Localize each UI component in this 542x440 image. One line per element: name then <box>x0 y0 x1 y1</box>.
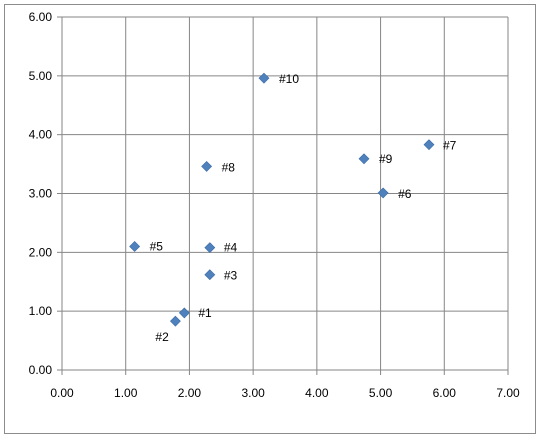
data-point-8 <box>201 161 213 172</box>
point-label-4: #4 <box>224 241 238 255</box>
data-point-6 <box>377 187 389 199</box>
x-tick-label-6: 6.00 <box>433 386 457 400</box>
tick-labels: 0.00 1.00 2.00 3.00 4.00 5.00 6.00 7.00 0.00 1.00… <box>29 10 520 400</box>
point-label-3: #3 <box>224 269 238 283</box>
y-tick-label-2: 2.00 <box>29 245 53 259</box>
data-point-10 <box>258 72 270 84</box>
axes <box>57 16 509 375</box>
data-point-5 <box>129 241 141 252</box>
point-label-2: #2 <box>155 330 169 344</box>
point-label-1: #1 <box>198 306 212 320</box>
data-points <box>129 72 435 327</box>
point-label-10: #10 <box>279 72 299 86</box>
data-point-3 <box>204 269 216 281</box>
point-label-5: #5 <box>150 239 164 253</box>
point-label-6: #6 <box>398 187 412 201</box>
x-tick-label-1: 1.00 <box>114 386 138 400</box>
grid-lines <box>62 16 509 370</box>
y-tick-label-0: 0.00 <box>29 363 53 377</box>
data-point-9 <box>358 153 370 165</box>
x-tick-label-4: 4.00 <box>305 386 329 400</box>
y-tick-label-5: 5.00 <box>29 69 53 83</box>
point-labels: #1 #2 #3 #4 #5 #6 #7 #8 #9 #10 <box>150 72 457 344</box>
x-tick-label-0: 0.00 <box>50 386 74 400</box>
data-point-4 <box>204 242 216 254</box>
x-tick-label-7: 7.00 <box>496 386 520 400</box>
x-tick-label-2: 2.00 <box>178 386 202 400</box>
data-point-1 <box>178 307 190 319</box>
x-tick-label-3: 3.00 <box>241 386 265 400</box>
y-tick-label-3: 3.00 <box>29 187 53 201</box>
y-tick-label-4: 4.00 <box>29 128 53 142</box>
x-tick-label-5: 5.00 <box>369 386 393 400</box>
point-label-8: #8 <box>222 160 236 174</box>
point-label-7: #7 <box>443 139 457 153</box>
y-tick-label-1: 1.00 <box>29 304 53 318</box>
data-point-7 <box>423 139 435 151</box>
data-point-2 <box>169 315 181 327</box>
point-label-9: #9 <box>379 152 393 166</box>
y-tick-label-6: 6.00 <box>29 10 53 24</box>
